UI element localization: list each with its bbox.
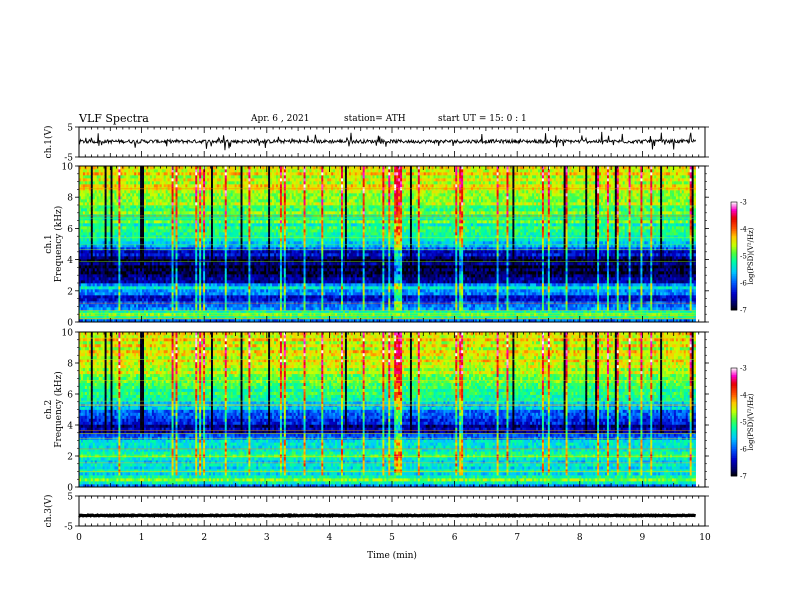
panel-layer [79, 132, 705, 516]
ch1-spectrogram-heatmap [79, 166, 705, 322]
ch1-waveform-line [79, 132, 696, 150]
ch1-waveform-trace [79, 132, 696, 150]
